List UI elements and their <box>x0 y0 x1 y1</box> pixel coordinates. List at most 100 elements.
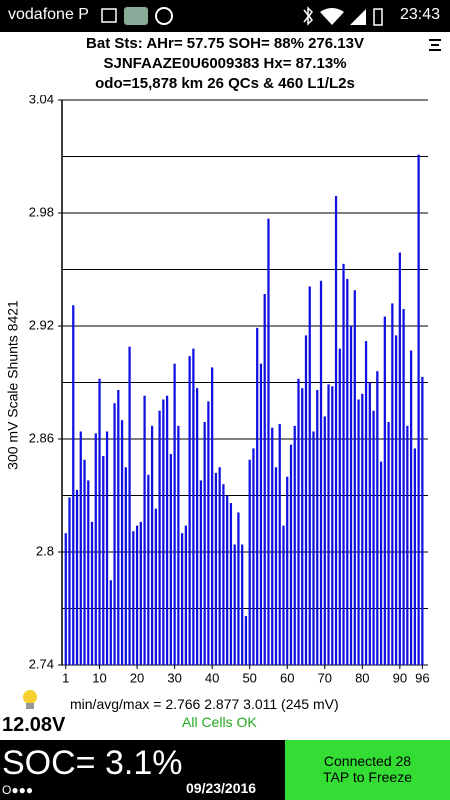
bar <box>304 335 308 665</box>
bar <box>323 416 326 665</box>
bar <box>417 154 420 665</box>
bar <box>128 346 131 665</box>
bar <box>169 454 172 665</box>
bar <box>252 448 255 665</box>
icon <box>155 7 173 25</box>
x-tick-label: 30 <box>167 670 181 685</box>
bar <box>139 521 142 665</box>
icon <box>124 7 148 25</box>
bar <box>203 422 206 665</box>
x-tick-label: 96 <box>415 670 429 685</box>
x-tick-label: 10 <box>92 670 106 685</box>
bluetooth <box>303 6 314 26</box>
bar <box>113 403 116 665</box>
freeze-button[interactable]: Connected 28 TAP to Freeze <box>285 740 450 800</box>
y-tick-label: 2.98 <box>29 204 54 219</box>
bar <box>278 423 281 665</box>
bar <box>120 420 124 665</box>
status-icons-right <box>303 6 383 26</box>
signal <box>350 9 366 25</box>
bar <box>308 286 311 665</box>
x-tick-label: 90 <box>393 670 407 685</box>
bar <box>282 525 285 665</box>
clock: 23:43 <box>399 6 440 23</box>
bar <box>319 280 323 665</box>
bar <box>263 293 266 665</box>
battery <box>373 8 383 26</box>
bar <box>162 399 165 665</box>
x-tick-label: 20 <box>130 670 144 685</box>
x-tick-label: 50 <box>242 670 256 685</box>
bar <box>338 348 341 665</box>
bar <box>334 196 338 666</box>
cells-status: All Cells OK <box>182 714 257 730</box>
bar <box>135 525 139 665</box>
bar <box>286 476 289 665</box>
bar <box>207 401 210 665</box>
x-tick-label: 70 <box>318 670 332 685</box>
bar <box>289 444 293 665</box>
bar <box>241 544 244 665</box>
icon <box>101 8 117 23</box>
menu-button[interactable] <box>428 38 442 52</box>
header-line: odo=15,878 km 26 QCs & 460 L1/L2s <box>95 75 355 92</box>
bar <box>68 497 71 665</box>
bar <box>413 448 416 665</box>
bulb <box>23 690 37 704</box>
bar <box>331 386 334 665</box>
bar <box>391 303 394 665</box>
bar <box>180 533 184 665</box>
chart: 300 mV Scale Shunts 8421 2.74 2.8 2.86 2.92… <box>5 95 430 685</box>
bar <box>398 252 401 666</box>
bar <box>75 489 79 665</box>
bar <box>90 521 94 665</box>
bar <box>361 393 364 665</box>
y-tick-label: 2.74 <box>29 656 54 671</box>
bulb-base <box>26 703 34 709</box>
bar <box>105 431 109 665</box>
summary: min/avg/max = 2.766 2.877 3.011 (245 mV) <box>70 696 339 712</box>
bar <box>267 218 270 665</box>
bar <box>132 531 135 665</box>
status-bar <box>0 0 450 32</box>
bar <box>222 484 225 665</box>
bar <box>406 425 409 665</box>
bar <box>372 410 375 665</box>
bar <box>387 422 390 665</box>
bar <box>72 305 75 665</box>
bar <box>353 290 356 665</box>
bar <box>226 495 229 665</box>
date: 09/23/2016 <box>186 780 257 796</box>
bar <box>214 472 218 665</box>
bar <box>102 455 105 665</box>
bar <box>248 459 251 665</box>
y-axis-label: 300 mV Scale Shunts 8421 <box>5 300 21 470</box>
bar <box>199 480 203 665</box>
indicator: O●●● <box>2 783 34 797</box>
bar <box>184 525 188 665</box>
bar <box>158 410 161 665</box>
header-line: SJNFAAZE0U6009383 Hx= 87.13% <box>103 55 347 72</box>
bar <box>233 544 236 665</box>
bar <box>349 326 353 665</box>
bar <box>143 395 146 665</box>
bar <box>256 327 259 665</box>
bar <box>211 367 214 665</box>
bar <box>394 335 398 665</box>
bar <box>346 278 349 665</box>
bar <box>368 382 371 665</box>
lightbulb-icon <box>23 690 37 709</box>
bar <box>379 461 383 665</box>
bar <box>154 508 157 665</box>
bar <box>376 371 379 665</box>
bar <box>150 425 154 665</box>
soc: SOC= 3.1% <box>2 744 183 782</box>
bar <box>83 459 86 665</box>
bar <box>297 378 300 665</box>
bar <box>301 388 304 665</box>
bar <box>117 390 120 665</box>
bar <box>316 390 319 665</box>
y-tick-label: 2.8 <box>36 543 54 558</box>
bar <box>173 363 176 665</box>
header-line: Bat Sts: AHr= 57.75 SOH= 88% 276.13V <box>86 35 364 52</box>
